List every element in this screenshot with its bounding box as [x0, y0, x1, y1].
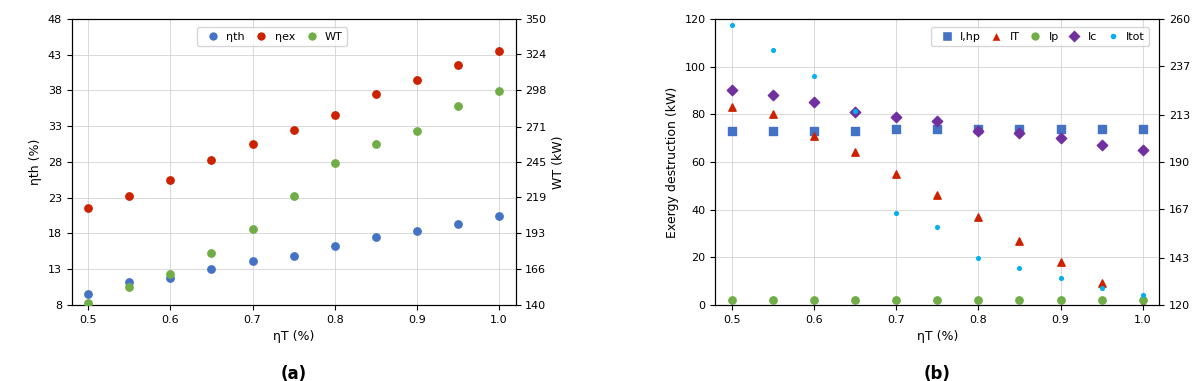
Point	[1050, 297, 1070, 303]
Point	[927, 118, 946, 125]
Point	[846, 297, 865, 303]
Point	[887, 297, 906, 303]
Point	[243, 141, 262, 147]
Point	[1133, 297, 1152, 303]
Point	[764, 128, 783, 134]
Point	[722, 104, 741, 110]
Point	[202, 266, 221, 272]
Point	[887, 171, 906, 177]
Point	[284, 253, 304, 259]
Point	[407, 228, 427, 234]
Point	[722, 88, 741, 94]
Point	[846, 108, 865, 114]
Point	[490, 213, 509, 219]
Y-axis label: Exergy destruction (kW): Exergy destruction (kW)	[666, 86, 679, 237]
Text: (a): (a)	[281, 365, 307, 381]
Point	[1092, 297, 1111, 303]
Point	[243, 258, 262, 264]
Point	[366, 141, 385, 147]
Point	[846, 149, 865, 155]
Point	[448, 221, 467, 227]
Point	[1010, 297, 1029, 303]
Point	[1010, 237, 1029, 243]
Point	[1092, 142, 1111, 148]
Point	[284, 127, 304, 133]
Point	[846, 109, 865, 115]
Point	[1050, 126, 1070, 132]
Legend: I,hp, IT, Ip, Ic, Itot: I,hp, IT, Ip, Ic, Itot	[931, 27, 1150, 46]
Point	[243, 226, 262, 232]
Point	[1133, 147, 1152, 153]
Point	[887, 114, 906, 120]
Y-axis label: WT (kW): WT (kW)	[552, 135, 565, 189]
Point	[161, 177, 180, 183]
X-axis label: ηT (%): ηT (%)	[272, 330, 314, 343]
Point	[325, 243, 344, 249]
Point	[1050, 275, 1070, 281]
Point	[969, 297, 988, 303]
Point	[1010, 126, 1029, 132]
Point	[1133, 302, 1152, 308]
Point	[722, 128, 741, 134]
Legend: ηth, ηex, WT: ηth, ηex, WT	[197, 27, 348, 46]
Point	[407, 128, 427, 134]
Point	[448, 103, 467, 109]
Point	[202, 157, 221, 163]
Point	[764, 46, 783, 53]
Point	[927, 297, 946, 303]
Point	[804, 73, 823, 79]
Point	[1133, 126, 1152, 132]
Point	[887, 126, 906, 132]
Point	[927, 126, 946, 132]
Point	[722, 297, 741, 303]
Point	[120, 284, 139, 290]
Point	[366, 91, 385, 97]
Point	[927, 192, 946, 198]
Point	[490, 88, 509, 94]
Point	[202, 250, 221, 256]
Point	[969, 126, 988, 132]
Point	[969, 255, 988, 261]
Point	[79, 205, 98, 211]
Point	[1092, 285, 1111, 291]
Point	[764, 92, 783, 98]
Point	[161, 271, 180, 277]
Point	[969, 214, 988, 220]
Text: (b): (b)	[924, 365, 951, 381]
Point	[490, 48, 509, 54]
Point	[804, 128, 823, 134]
Point	[284, 193, 304, 199]
Point	[1050, 259, 1070, 265]
Point	[764, 111, 783, 117]
Point	[79, 300, 98, 306]
Point	[79, 291, 98, 297]
Point	[927, 224, 946, 230]
Point	[804, 297, 823, 303]
Point	[1092, 126, 1111, 132]
Point	[804, 99, 823, 106]
Point	[1092, 280, 1111, 287]
Point	[1133, 291, 1152, 298]
Point	[804, 133, 823, 139]
Point	[120, 192, 139, 199]
Point	[407, 77, 427, 83]
Point	[969, 128, 988, 134]
Point	[120, 279, 139, 285]
Point	[764, 297, 783, 303]
Point	[846, 128, 865, 134]
Point	[366, 234, 385, 240]
Point	[1050, 135, 1070, 141]
Point	[325, 160, 344, 166]
Point	[1010, 265, 1029, 271]
Point	[325, 112, 344, 118]
Y-axis label: ηth (%): ηth (%)	[29, 139, 42, 185]
Point	[887, 210, 906, 216]
Point	[722, 22, 741, 28]
X-axis label: ηT (%): ηT (%)	[917, 330, 958, 343]
Point	[161, 275, 180, 281]
Point	[1010, 130, 1029, 136]
Point	[448, 62, 467, 69]
